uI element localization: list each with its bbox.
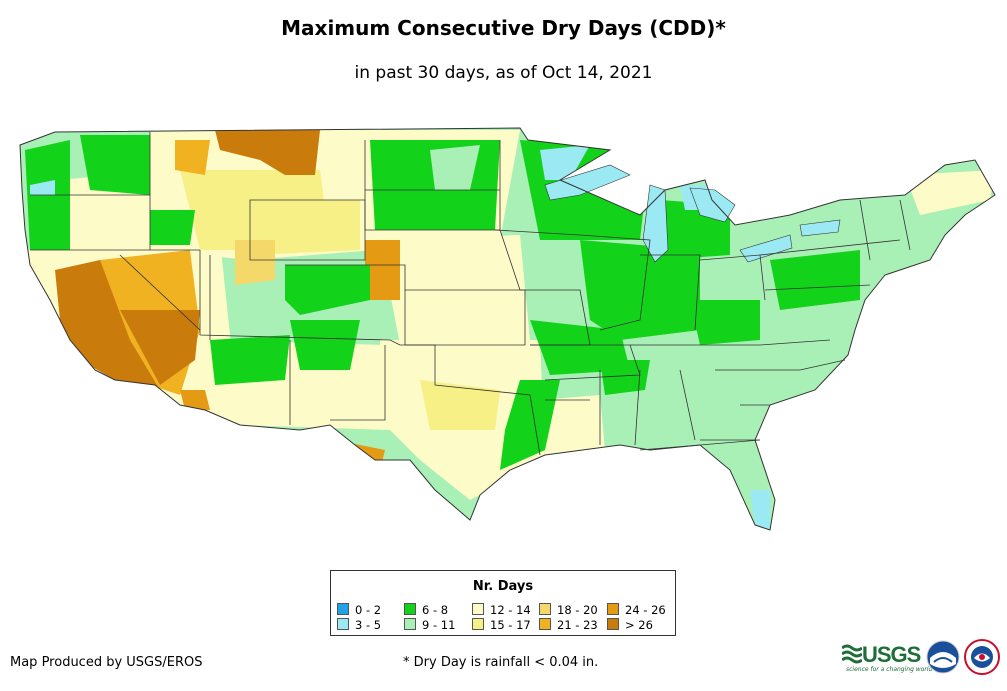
usgs-logo: USGS	[862, 642, 921, 667]
legend-swatch	[337, 603, 349, 615]
legend-item-18-20: 18 - 20	[539, 603, 598, 616]
state-borders	[30, 132, 911, 456]
noaa-logo-icon	[926, 640, 960, 674]
legend-item-3-5: 3 - 5	[337, 618, 381, 631]
legend-swatch	[539, 603, 551, 615]
legend-swatch	[607, 603, 619, 615]
legend-item-12-14: 12 - 14	[472, 603, 531, 616]
cdd-map	[19, 127, 996, 531]
legend-swatch	[337, 618, 349, 630]
map-credit: Map Produced by USGS/EROS	[10, 655, 203, 670]
legend-item-0-2: 0 - 2	[337, 603, 381, 616]
legend-item-6-8: 6 - 8	[404, 603, 448, 616]
agency-logos: USGS science for a changing world	[842, 638, 1002, 678]
legend-swatch	[539, 618, 551, 630]
legend-swatch	[404, 618, 416, 630]
legend-item-9-11: 9 - 11	[404, 618, 455, 631]
map-subtitle: in past 30 days, as of Oct 14, 2021	[354, 63, 653, 83]
legend-item-21-23: 21 - 23	[539, 618, 598, 631]
legend-item-15-17: 15 - 17	[472, 618, 531, 631]
legend-item-gt-26: > 26	[607, 618, 653, 631]
usgs-wave-icon	[842, 644, 862, 664]
legend-swatch	[472, 618, 484, 630]
nws-logo-icon	[964, 639, 1000, 675]
legend-swatch	[607, 618, 619, 630]
dry-day-footnote: * Dry Day is rainfall < 0.04 in.	[403, 655, 599, 670]
legend-item-24-26: 24 - 26	[607, 603, 666, 616]
legend: Nr. Days 0 - 2 3 - 5 6 - 8 9 - 11 12 - 1…	[330, 570, 676, 636]
legend-swatch	[472, 603, 484, 615]
legend-title: Nr. Days	[472, 579, 534, 594]
cdd-regions	[20, 130, 995, 530]
usgs-tagline: science for a changing world	[846, 666, 933, 673]
map-title: Maximum Consecutive Dry Days (CDD)*	[281, 16, 726, 40]
legend-swatch	[404, 603, 416, 615]
